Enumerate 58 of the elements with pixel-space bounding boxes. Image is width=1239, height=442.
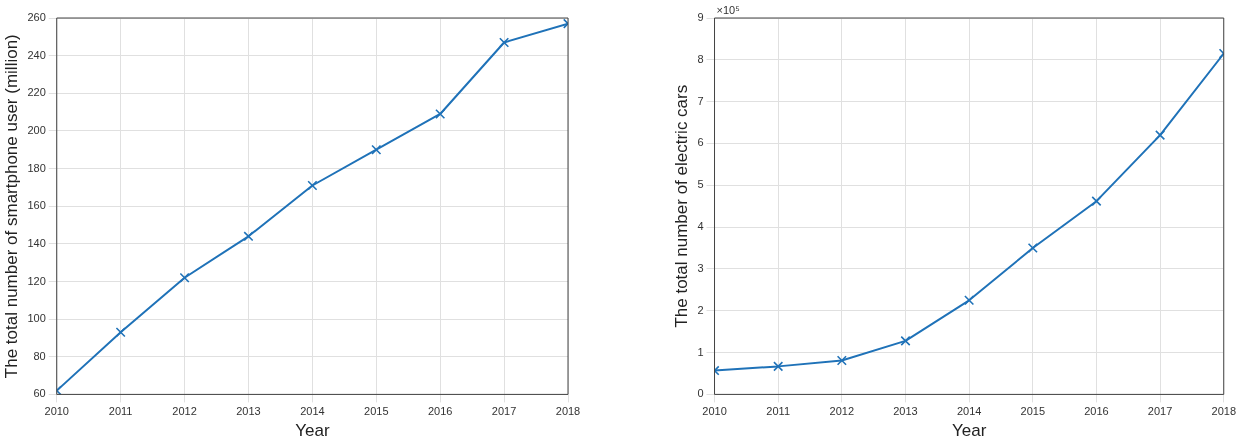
y-tick-label: 7 [697, 94, 704, 107]
y-tick-label: 160 [27, 199, 46, 212]
y-tick-label: 9 [697, 11, 704, 24]
y-tick-label: 1 [697, 345, 704, 358]
point [115, 327, 126, 338]
x-tick-label: 2016 [427, 405, 453, 418]
y-tick-label: 120 [27, 274, 46, 287]
x-tick-label: 2015 [364, 405, 389, 418]
y-tick-label: 200 [27, 123, 46, 136]
y-tick-label: 0 [697, 387, 704, 400]
x-tick-label: 2013 [236, 405, 261, 418]
point [773, 361, 784, 372]
point [900, 335, 911, 346]
text: ×10⁵ [716, 3, 740, 16]
x-tick-label: 2012 [172, 405, 197, 418]
x-tick-label: 2018 [555, 405, 581, 418]
x-tick-label: 2012 [829, 405, 855, 418]
y-tick-label: 2 [697, 303, 704, 316]
x-tick-label: 2015 [1020, 405, 1046, 418]
x-tick-label: 2014 [956, 405, 982, 418]
point [307, 180, 318, 191]
y-tick-label: 180 [27, 161, 46, 174]
point [499, 37, 510, 48]
point [435, 108, 446, 120]
point [243, 231, 254, 242]
y-tick-label: 8 [697, 52, 704, 65]
y-axis-title: The total number of smartphone user (million) [1, 34, 21, 379]
x-tick-label: 2018 [1211, 405, 1237, 418]
x-tick-label: 2010 [44, 405, 69, 418]
x-axis-title: Year [951, 421, 987, 441]
y-tick-label: 80 [33, 349, 46, 362]
point [836, 355, 847, 366]
x-tick-label: 2017 [1147, 405, 1173, 418]
y-tick-label: 3 [697, 261, 704, 274]
y-axis-title: The total number of electric cars [671, 84, 691, 328]
y-tick-label: 4 [697, 220, 704, 233]
y-tick-label: 100 [27, 312, 46, 325]
y-tick-label: 5 [697, 178, 704, 191]
point [1027, 242, 1038, 254]
x-axis-title: Year [295, 421, 330, 441]
x-tick-label: 2011 [108, 405, 133, 418]
y-tick-label: 260 [27, 11, 46, 24]
x-tick-label: 2011 [766, 405, 790, 418]
x-tick-label: 2010 [702, 405, 727, 418]
x-tick-label: 2016 [1084, 405, 1109, 418]
y-tick-label: 240 [27, 48, 46, 61]
y-tick-label: 6 [697, 136, 704, 149]
point [179, 272, 190, 283]
y-tick-label: 140 [27, 236, 46, 249]
x-tick-label: 2013 [893, 405, 918, 418]
point [964, 295, 975, 306]
y-tick-label: 60 [33, 387, 46, 400]
point [1155, 130, 1166, 141]
x-tick-label: 2014 [300, 405, 325, 418]
point [371, 144, 382, 155]
x-tick-label: 2017 [491, 405, 517, 418]
y-tick-label: 220 [27, 86, 46, 99]
point [1091, 196, 1102, 207]
